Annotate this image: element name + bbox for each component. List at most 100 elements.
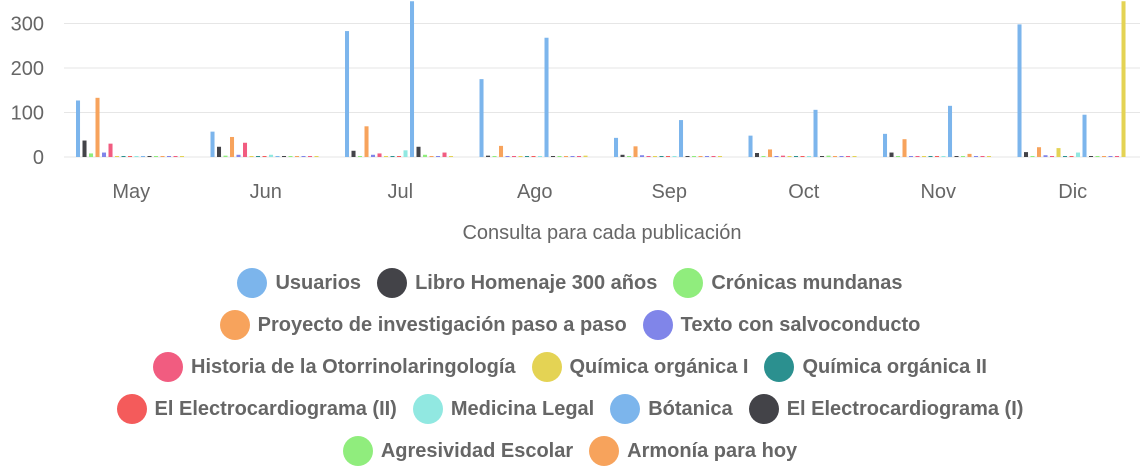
bar[interactable]	[416, 146, 421, 157]
bar[interactable]	[564, 156, 569, 157]
bar[interactable]	[755, 152, 760, 157]
bar[interactable]	[627, 156, 632, 157]
bar[interactable]	[121, 156, 126, 157]
bar[interactable]	[525, 156, 530, 157]
bar[interactable]	[1030, 156, 1035, 157]
bar[interactable]	[314, 156, 319, 157]
bar[interactable]	[659, 156, 664, 157]
bar[interactable]	[108, 143, 113, 157]
bar[interactable]	[308, 156, 313, 157]
bar[interactable]	[449, 156, 454, 157]
bar[interactable]	[505, 156, 510, 157]
bar[interactable]	[846, 156, 851, 157]
bar[interactable]	[935, 156, 940, 157]
bar[interactable]	[1050, 156, 1055, 157]
bar[interactable]	[915, 156, 920, 157]
bar[interactable]	[954, 156, 959, 157]
legend-item-electrocardiograma-i[interactable]: El Electrocardiograma (I)	[748, 394, 1023, 424]
bar[interactable]	[781, 155, 786, 157]
bar[interactable]	[839, 156, 844, 157]
bar[interactable]	[390, 156, 395, 157]
bar[interactable]	[479, 79, 484, 157]
bar[interactable]	[102, 152, 107, 157]
bar[interactable]	[403, 150, 408, 157]
bar[interactable]	[262, 156, 267, 157]
bar[interactable]	[1017, 24, 1022, 157]
bar[interactable]	[275, 156, 280, 157]
bar[interactable]	[948, 105, 953, 157]
bar[interactable]	[384, 156, 389, 157]
bar[interactable]	[345, 31, 350, 157]
bar[interactable]	[115, 156, 120, 157]
bar[interactable]	[889, 152, 894, 157]
bar[interactable]	[928, 156, 933, 157]
bar[interactable]	[666, 156, 671, 157]
legend-item-usuarios[interactable]: Usuarios	[237, 268, 361, 298]
bar[interactable]	[89, 153, 94, 157]
bar[interactable]	[633, 146, 638, 157]
bar[interactable]	[436, 156, 441, 157]
legend-item-texto-salvoconducto[interactable]: Texto con salvoconducto	[642, 310, 920, 340]
bar[interactable]	[377, 153, 382, 157]
bar[interactable]	[1095, 156, 1100, 157]
legend-item-quimica-organica-i[interactable]: Química orgánica I	[531, 352, 748, 382]
bar[interactable]	[141, 156, 146, 157]
bar[interactable]	[236, 154, 241, 157]
bar[interactable]	[640, 155, 645, 157]
bar[interactable]	[748, 135, 753, 157]
legend-item-libro-homenaje[interactable]: Libro Homenaje 300 años	[377, 268, 657, 298]
bar[interactable]	[1089, 156, 1094, 157]
bar[interactable]	[134, 156, 139, 157]
bar[interactable]	[295, 156, 300, 157]
bar[interactable]	[698, 156, 703, 157]
bar[interactable]	[685, 156, 690, 157]
bar[interactable]	[768, 149, 773, 157]
bar[interactable]	[941, 156, 946, 157]
bar[interactable]	[896, 156, 901, 157]
bar[interactable]	[1024, 152, 1029, 157]
bar[interactable]	[820, 156, 825, 157]
bar[interactable]	[1043, 155, 1048, 157]
bar[interactable]	[210, 131, 215, 157]
bar[interactable]	[249, 156, 254, 157]
legend-item-electrocardiograma-ii[interactable]: El Electrocardiograma (II)	[116, 394, 397, 424]
bar[interactable]	[577, 156, 582, 157]
bar[interactable]	[351, 150, 356, 157]
bar[interactable]	[852, 156, 857, 157]
bar[interactable]	[833, 156, 838, 157]
bar[interactable]	[95, 97, 100, 157]
bar[interactable]	[160, 156, 165, 157]
bar[interactable]	[883, 133, 888, 157]
bar[interactable]	[774, 156, 779, 157]
bar[interactable]	[1082, 114, 1087, 157]
bar[interactable]	[807, 156, 812, 157]
legend-item-botanica[interactable]: Bótanica	[610, 394, 733, 424]
bar[interactable]	[557, 156, 562, 157]
bar[interactable]	[358, 156, 363, 157]
bar[interactable]	[961, 156, 966, 157]
bar[interactable]	[538, 156, 543, 157]
bar[interactable]	[429, 156, 434, 157]
legend-item-quimica-organica-ii[interactable]: Química orgánica II	[764, 352, 987, 382]
bar[interactable]	[371, 154, 376, 157]
bar[interactable]	[269, 154, 274, 157]
legend-item-historia-otorrino[interactable]: Historia de la Otorrinolaringología	[153, 352, 516, 382]
bar[interactable]	[980, 156, 985, 157]
bar[interactable]	[154, 156, 159, 157]
bar[interactable]	[410, 1, 415, 157]
bar[interactable]	[512, 156, 517, 157]
bar[interactable]	[442, 152, 447, 157]
bar[interactable]	[492, 156, 497, 157]
bar[interactable]	[544, 37, 549, 157]
bar[interactable]	[301, 156, 306, 157]
bar[interactable]	[902, 139, 907, 157]
bar[interactable]	[217, 146, 222, 157]
bar[interactable]	[518, 156, 523, 157]
bar[interactable]	[1037, 147, 1042, 157]
bar[interactable]	[794, 156, 799, 157]
bar[interactable]	[128, 156, 133, 157]
bar[interactable]	[147, 156, 152, 157]
bar[interactable]	[922, 156, 927, 157]
bar[interactable]	[570, 156, 575, 157]
bar[interactable]	[499, 145, 504, 157]
